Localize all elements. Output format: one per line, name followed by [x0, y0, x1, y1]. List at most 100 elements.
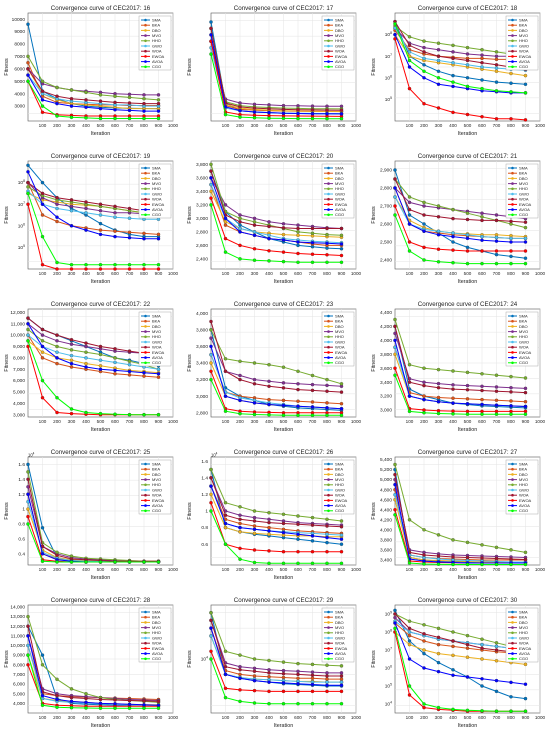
data-point	[252, 509, 257, 513]
data-point	[267, 233, 271, 238]
legend-marker	[327, 462, 330, 466]
series-line-bka	[394, 347, 526, 403]
legend-marker	[144, 23, 147, 27]
legend-label: HHO	[519, 334, 528, 339]
data-point	[465, 383, 470, 388]
data-point	[252, 674, 257, 678]
y-tick-label: 1.2	[201, 492, 208, 498]
legend-marker	[144, 462, 147, 466]
legend-marker	[327, 488, 330, 492]
data-point	[494, 545, 499, 550]
data-point	[465, 675, 470, 679]
data-point	[26, 22, 30, 26]
data-point	[223, 542, 228, 546]
legend-marker	[144, 361, 147, 365]
data-point	[509, 399, 513, 403]
data-point	[252, 216, 257, 221]
data-point	[509, 254, 513, 259]
data-point	[523, 662, 528, 667]
x-tick-label: 200	[236, 715, 244, 720]
data-point	[238, 105, 242, 109]
legend-label: AVOA	[152, 651, 163, 656]
data-point	[436, 642, 441, 647]
data-point	[209, 33, 213, 37]
data-point	[325, 517, 329, 522]
legend-marker	[327, 636, 330, 640]
x-tick-label: 1000	[168, 419, 179, 424]
y-tick-label: 4,200	[380, 517, 392, 523]
x-tick-label: 600	[478, 271, 486, 276]
data-point	[310, 549, 315, 554]
data-point	[113, 368, 117, 373]
legend-marker	[511, 49, 514, 53]
data-point	[267, 510, 271, 515]
data-point	[69, 267, 74, 271]
data-point	[40, 703, 45, 708]
data-point	[494, 50, 499, 54]
legend-label: WOA	[152, 345, 162, 350]
data-point	[509, 71, 513, 76]
data-point	[26, 60, 30, 65]
data-point	[84, 90, 88, 95]
legend-label: MVO	[519, 625, 528, 630]
data-point	[223, 394, 228, 398]
data-point	[84, 262, 88, 267]
legend-label: WOA	[519, 197, 529, 202]
data-point	[494, 117, 499, 121]
data-point	[407, 50, 412, 54]
data-point	[422, 213, 426, 217]
y-tick-label: 1.2	[18, 492, 25, 498]
data-point	[465, 562, 470, 567]
data-point	[296, 382, 300, 386]
data-point	[55, 693, 59, 698]
data-point	[69, 365, 74, 369]
legend-marker	[327, 631, 330, 635]
data-point	[40, 339, 45, 343]
x-tick-label: 700	[493, 271, 501, 276]
data-point	[494, 69, 499, 74]
data-point	[451, 396, 455, 400]
data-point	[84, 344, 88, 349]
data-point	[209, 467, 213, 472]
y-tick-label: 7,000	[13, 672, 25, 678]
x-tick-label: 300	[435, 715, 443, 720]
data-point	[296, 549, 300, 554]
data-point	[325, 683, 329, 687]
series-line-mvo	[394, 27, 526, 58]
data-point	[281, 403, 286, 408]
data-point	[84, 211, 88, 215]
data-point	[55, 267, 59, 271]
data-point	[480, 642, 484, 647]
data-point	[84, 341, 88, 345]
data-point	[339, 680, 344, 684]
data-point	[480, 60, 484, 65]
data-point	[494, 412, 499, 416]
data-point	[465, 633, 470, 638]
series-line-mvo	[27, 635, 159, 701]
data-point	[252, 377, 257, 382]
x-axis-label: Iteration	[91, 723, 110, 729]
legend-marker	[144, 330, 147, 333]
legend-marker	[144, 351, 147, 354]
legend-marker	[327, 335, 330, 339]
data-point	[296, 522, 300, 527]
y-axis-label: Fitness	[4, 354, 10, 372]
data-point	[494, 261, 499, 266]
data-point	[325, 689, 329, 694]
x-tick-label: 900	[522, 419, 530, 424]
data-point	[523, 118, 528, 122]
y-tick-label: 3,000	[13, 412, 25, 418]
data-point	[84, 105, 88, 110]
panel-title: Convergence curve of CEC2017: 19	[51, 153, 151, 160]
data-point	[55, 344, 59, 349]
data-point	[55, 705, 59, 709]
legend-marker	[327, 29, 330, 32]
legend-marker	[144, 509, 147, 513]
data-point	[142, 116, 146, 121]
data-point	[422, 101, 426, 106]
data-point	[480, 562, 484, 567]
y-axis-label: Fitness	[371, 206, 377, 224]
data-point	[436, 215, 441, 219]
x-tick-label: 700	[493, 123, 501, 128]
